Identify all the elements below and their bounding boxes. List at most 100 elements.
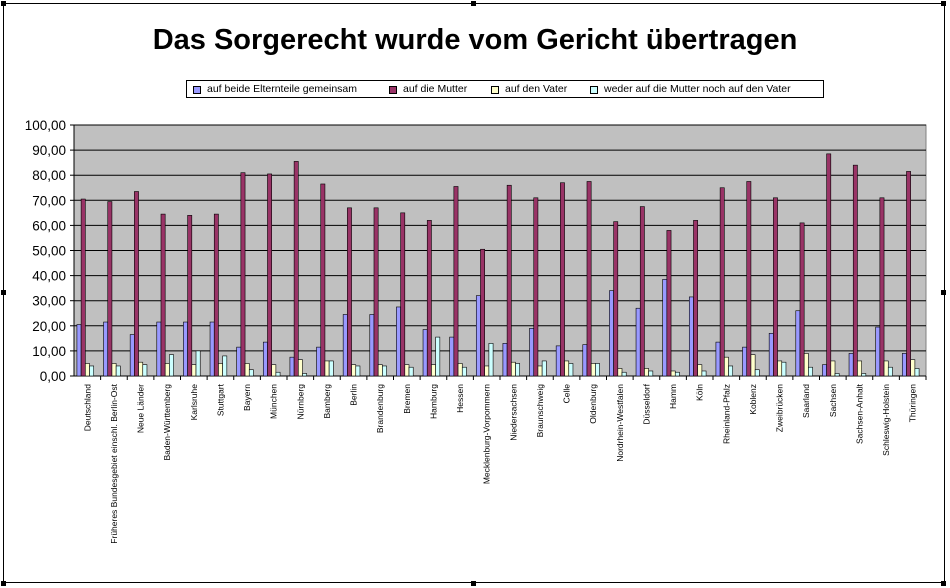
selection-handle-top-right[interactable]	[941, 1, 946, 6]
bar	[89, 365, 95, 377]
bar	[351, 364, 357, 377]
bar	[883, 360, 889, 377]
bar	[666, 230, 672, 377]
x-tick-label: Braunschweig	[535, 384, 545, 438]
y-tick-label: 100,00	[25, 118, 66, 133]
bar	[693, 220, 698, 377]
legend-swatch-vater	[491, 86, 499, 94]
bar	[621, 371, 627, 377]
bar	[480, 248, 485, 377]
bar	[754, 369, 760, 377]
bar	[453, 186, 459, 377]
bar	[396, 306, 401, 377]
selection-handle-bottom-center[interactable]	[471, 581, 476, 586]
selection-handle-middle-left[interactable]	[1, 290, 6, 295]
x-tick-label: Koblenz	[748, 384, 758, 415]
bar	[750, 354, 756, 377]
bar	[541, 360, 547, 377]
x-tick-label: Nürnberg	[295, 384, 305, 420]
bar	[887, 366, 893, 377]
x-tick-label: Brandenburg	[375, 384, 385, 433]
x-tick-label: Thüringen	[908, 384, 918, 423]
x-tick-label: Köln	[695, 384, 705, 401]
bar	[244, 363, 250, 377]
x-tick-label: Früheres Bundesgebiet einschl. Berlin-Os…	[109, 383, 119, 543]
y-tick-label: 40,00	[32, 269, 66, 284]
bar	[724, 356, 729, 377]
bar	[852, 164, 858, 377]
bar	[457, 363, 463, 377]
bar	[506, 184, 512, 377]
bar	[533, 197, 539, 377]
bar	[218, 363, 223, 377]
bar	[795, 310, 801, 377]
bar	[115, 365, 121, 377]
bar	[742, 346, 748, 377]
bar	[861, 373, 867, 377]
chart-legend[interactable]: auf beide Elternteile gemeinsam auf die …	[186, 80, 824, 98]
bar	[901, 353, 907, 377]
bar	[426, 220, 432, 377]
x-tick-label: Baden-Württemberg	[162, 384, 172, 461]
x-tick-label: Karlsruhe	[189, 384, 199, 421]
bar	[169, 354, 174, 377]
selection-handle-top-center[interactable]	[471, 1, 476, 6]
bar	[107, 201, 113, 377]
bar	[701, 370, 707, 377]
x-tick-label: Saarland	[801, 384, 811, 418]
bar	[248, 369, 254, 377]
bar	[609, 290, 614, 377]
bar	[826, 153, 832, 377]
bar	[746, 181, 752, 377]
x-tick-label: Stuttgart	[215, 383, 225, 416]
selection-handle-top-left[interactable]	[1, 1, 6, 6]
x-tick-label: Sachsen-Anhalt	[854, 383, 864, 444]
bar	[857, 360, 862, 377]
x-tick-label: Celle	[562, 384, 572, 404]
bar	[688, 296, 694, 377]
bar	[910, 359, 916, 377]
bar	[324, 360, 330, 377]
x-tick-label: Hamburg	[428, 384, 438, 419]
bar	[209, 321, 215, 377]
bar	[715, 341, 721, 377]
bar	[511, 361, 516, 377]
selection-handle-bottom-left[interactable]	[1, 581, 6, 586]
bar	[195, 350, 201, 377]
y-tick-label: 50,00	[32, 244, 66, 259]
bar	[568, 363, 574, 377]
bar	[808, 366, 813, 377]
selection-handle-bottom-right[interactable]	[941, 581, 946, 586]
bar	[183, 321, 188, 377]
x-tick-label: Nordrhein-Westfalen	[615, 384, 625, 462]
bar	[613, 221, 619, 377]
bar	[271, 364, 277, 377]
bar	[213, 213, 219, 377]
bar	[564, 360, 570, 377]
bar	[830, 360, 836, 377]
bar	[236, 346, 242, 377]
bar	[768, 333, 774, 377]
bar	[85, 363, 90, 377]
bar	[595, 363, 600, 377]
bar	[648, 370, 654, 377]
bar	[369, 314, 375, 377]
bar	[834, 373, 840, 377]
x-tick-label: Neue Länder	[136, 384, 146, 433]
bar	[555, 345, 561, 377]
selection-handle-middle-right[interactable]	[941, 290, 946, 295]
bar	[298, 359, 303, 377]
bar	[262, 341, 268, 377]
bar	[777, 360, 783, 377]
legend-swatch-gemeinsam	[193, 86, 201, 94]
bar	[164, 363, 170, 377]
bar	[697, 364, 703, 377]
bar	[156, 321, 162, 377]
bar	[302, 373, 308, 377]
x-tick-label: Rheinland-Pfalz	[721, 384, 731, 444]
bar	[191, 364, 197, 377]
legend-label-gemeinsam: auf beide Elternteile gemeinsam	[207, 83, 358, 95]
bar	[422, 329, 428, 377]
legend-label-weder: weder auf die Mutter noch auf den Vater	[604, 83, 791, 95]
